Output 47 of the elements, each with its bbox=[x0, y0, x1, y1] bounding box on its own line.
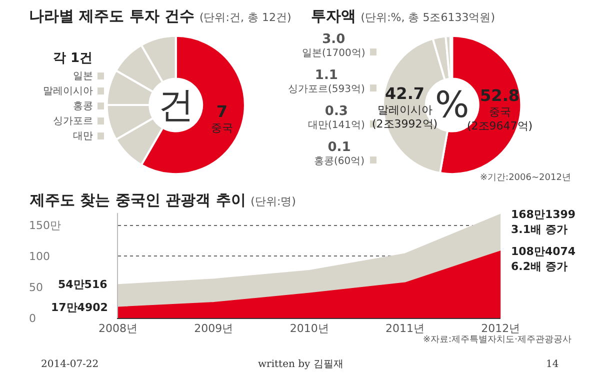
text: % bbox=[435, 85, 470, 126]
data-label: 1.1 bbox=[314, 68, 338, 83]
data-label: 42.7 bbox=[385, 84, 425, 103]
legend-label: 일본(1700억) bbox=[302, 48, 366, 59]
y-tick-label: 150만 bbox=[29, 219, 61, 232]
x-tick-label: 2010년 bbox=[290, 322, 329, 336]
text: 각 1건 bbox=[53, 51, 93, 66]
annotation: 3.1배 증가 bbox=[511, 223, 568, 236]
data-label: 54만516 bbox=[58, 278, 108, 291]
legend-label: 홍콩(60억) bbox=[314, 156, 365, 167]
x-tick-label: 2011년 bbox=[386, 322, 424, 336]
chart-subtitle: (단위:건, 총 12건) bbox=[199, 11, 292, 24]
annotation: 6.2배 증가 bbox=[511, 260, 568, 273]
data-label: 17만4902 bbox=[51, 301, 108, 314]
chart-subtitle: (단위:명) bbox=[250, 195, 296, 208]
chart-subtitle: (단위:%, 총 5조6133억원) bbox=[360, 11, 496, 24]
y-tick-label: 50 bbox=[29, 281, 43, 294]
text: 14 bbox=[546, 359, 559, 370]
text: ※자료:제주특별자치도·제주관광공사 bbox=[423, 335, 572, 345]
data-label: 3.0 bbox=[322, 32, 346, 47]
y-tick-label: 0 bbox=[29, 312, 36, 325]
legend-label: 대만(141억) bbox=[308, 120, 365, 131]
chart-title: 나라별 제주도 투자 건수 bbox=[29, 7, 195, 25]
text: written by 김필재 bbox=[258, 359, 344, 370]
data-label: 52.8 bbox=[480, 86, 520, 105]
legend-label: 일본 bbox=[73, 71, 93, 82]
chart-title: 제주도 찾는 중국인 관광객 추이 bbox=[29, 191, 246, 209]
data-label: 0.3 bbox=[324, 104, 348, 119]
slice-label: 중국 bbox=[211, 121, 233, 134]
data-label: 0.1 bbox=[328, 140, 351, 155]
legend-label: 대만 bbox=[73, 131, 93, 142]
legend-label: 싱가포르(593억) bbox=[288, 84, 365, 95]
x-tick-label: 2008년 bbox=[98, 322, 138, 336]
text: ※기간:2006~2012년 bbox=[480, 173, 571, 183]
x-tick-label: 2009년 bbox=[194, 322, 234, 336]
legend-label: 말레이시아 bbox=[43, 86, 93, 97]
data-label: 7 bbox=[216, 102, 228, 121]
data-label: 168만1399 bbox=[511, 208, 576, 221]
legend-label: 홍콩 bbox=[73, 101, 93, 112]
x-tick-label: 2012년 bbox=[481, 322, 520, 336]
legend-label: 싱가포르 bbox=[53, 116, 93, 127]
slice-label: 말레이시아 (2조3992억) bbox=[372, 103, 438, 131]
chart-title: 투자액 bbox=[311, 7, 356, 25]
text: 2014-07-22 bbox=[41, 359, 99, 370]
text: 건 bbox=[158, 85, 194, 126]
data-label: 108만4074 bbox=[511, 245, 576, 258]
y-tick-label: 100 bbox=[29, 250, 50, 263]
